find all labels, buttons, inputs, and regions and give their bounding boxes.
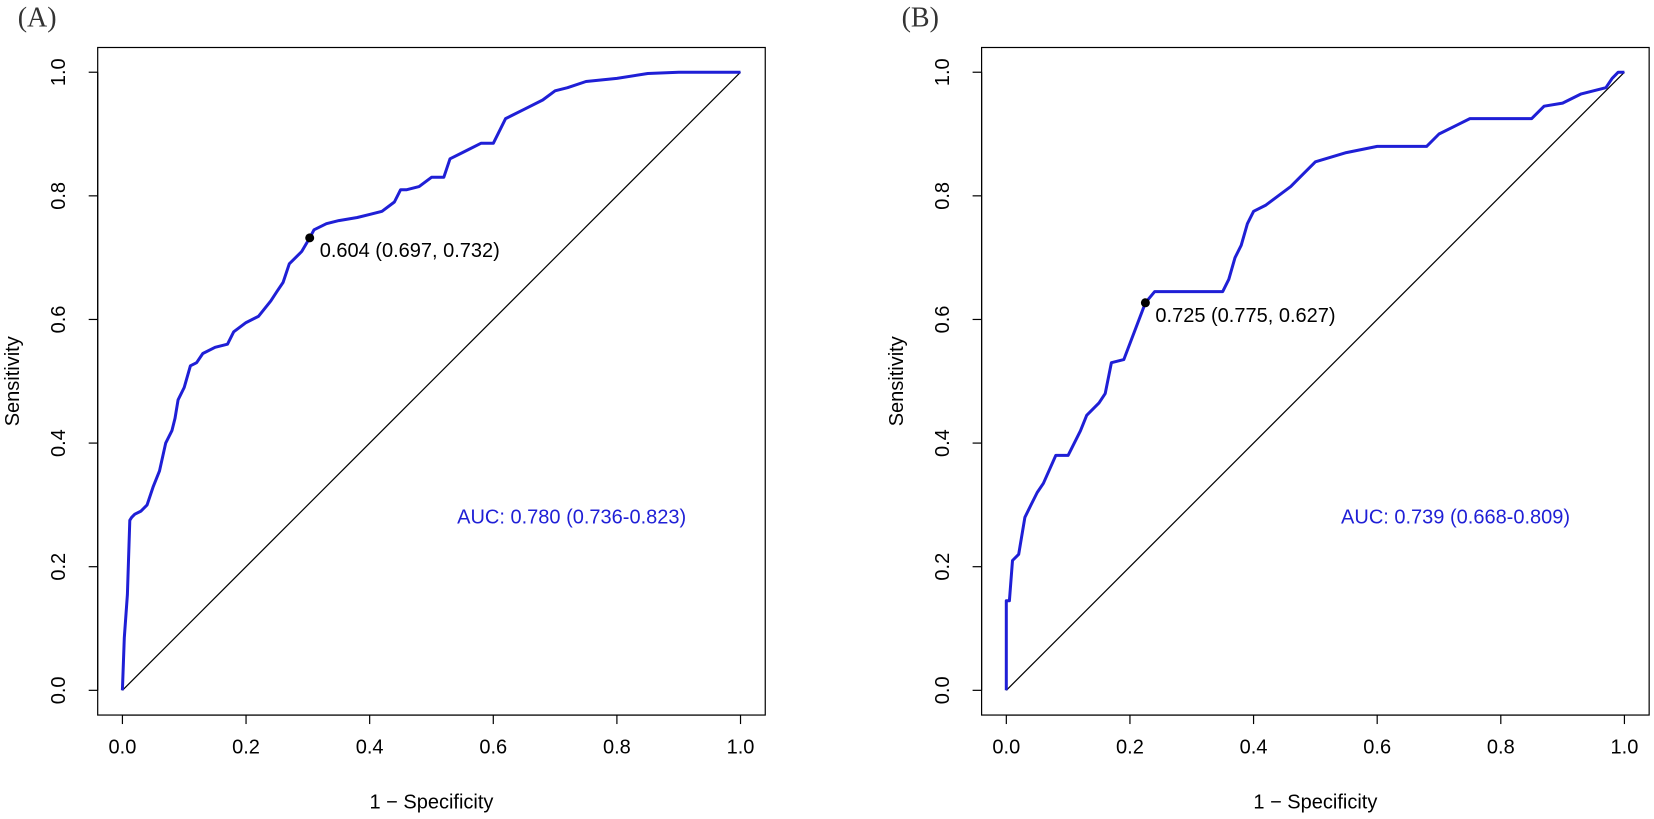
panel: (B) 0.0 0.2 0.4 0.6 0.8 1.0 0.0 0.2 0.4 0.6 0.8 1.0 1… [886, 2, 1650, 813]
x-axis-label: 1 − Specificity [1253, 791, 1377, 813]
y-tick-label: 0.2 [932, 553, 954, 581]
threshold-label: 0.604 (0.697, 0.732) [320, 240, 500, 262]
threshold-point [1140, 298, 1150, 308]
y-tick-label: 0.0 [932, 676, 954, 704]
x-tick-label: 1.0 [1611, 736, 1639, 758]
reference-line [1005, 71, 1625, 691]
y-tick-label: 1.0 [932, 58, 954, 86]
reference-line [121, 71, 741, 691]
x-tick-label: 0.6 [479, 736, 507, 758]
x-tick-label: 1.0 [727, 736, 755, 758]
x-axis-label: 1 − Specificity [369, 791, 493, 813]
x-tick-label: 0.8 [1487, 736, 1515, 758]
y-tick-label: 0.0 [48, 676, 70, 704]
y-tick-label: 0.4 [932, 429, 954, 457]
panel: (A) 0.0 0.2 0.4 0.6 0.8 1.0 0.0 0.2 0.4 0.6 0.8 1.0 1… [2, 2, 766, 813]
x-tick-label: 0.4 [1240, 736, 1268, 758]
roc-curve [1004, 70, 1625, 691]
y-tick-label: 0.6 [932, 306, 954, 334]
auc-label: AUC: 0.739 (0.668-0.809) [1341, 506, 1570, 528]
panel-label: (B) [902, 2, 939, 33]
auc-label: AUC: 0.780 (0.736-0.823) [457, 506, 686, 528]
y-axis-label: Sensitivity [886, 336, 908, 426]
y-tick-label: 0.8 [48, 182, 70, 210]
x-tick-label: 0.6 [1363, 736, 1391, 758]
x-tick-label: 0.2 [232, 736, 260, 758]
threshold-label: 0.725 (0.775, 0.627) [1155, 305, 1335, 327]
x-tick-label: 0.0 [109, 736, 137, 758]
y-tick-label: 0.6 [48, 306, 70, 334]
x-tick-label: 0.8 [603, 736, 631, 758]
y-axis-label: Sensitivity [2, 336, 24, 426]
y-tick-label: 0.8 [932, 182, 954, 210]
y-tick-label: 0.2 [48, 553, 70, 581]
x-tick-label: 0.4 [356, 736, 384, 758]
panel-label: (A) [18, 2, 57, 33]
y-tick-label: 1.0 [48, 58, 70, 86]
x-tick-label: 0.2 [1116, 736, 1144, 758]
threshold-point [305, 233, 315, 243]
x-tick-label: 0.0 [992, 736, 1020, 758]
y-tick-label: 0.4 [48, 429, 70, 457]
